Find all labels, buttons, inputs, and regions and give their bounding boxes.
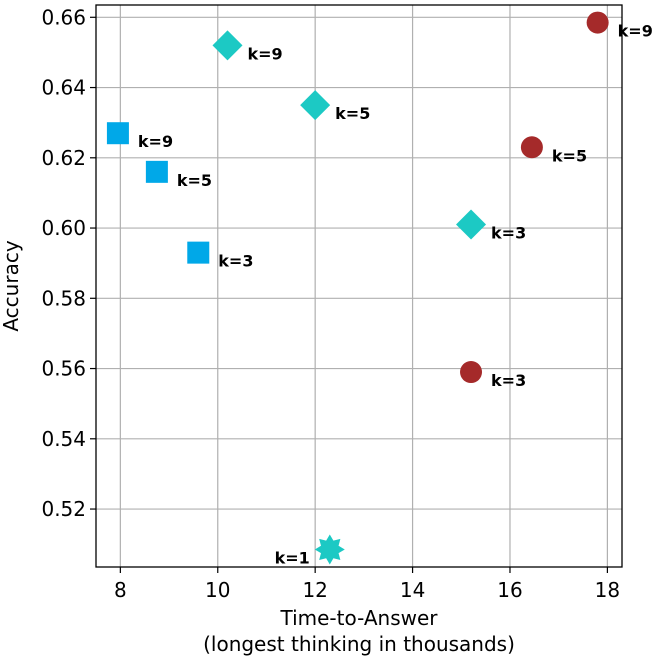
point-label: k=3 [218, 252, 253, 271]
gridlines [96, 5, 622, 567]
square-marker [187, 241, 210, 264]
point-label: k=1 [275, 548, 310, 567]
point-label: k=3 [491, 371, 526, 390]
point-label: k=5 [335, 104, 370, 123]
circle-marker [586, 11, 609, 34]
circle-marker [460, 361, 483, 384]
point-label: k=3 [491, 224, 526, 243]
point-label: k=5 [177, 171, 212, 190]
y-tick-label: 0.56 [41, 357, 86, 381]
data-points: k=3 k=5 k=9 k=3 k=5 k=9 k=3 k=5 k=9 k=1 [106, 11, 653, 567]
point-label: k=9 [138, 132, 173, 151]
diamond-marker [456, 209, 487, 240]
y-tick-label: 0.58 [41, 286, 86, 310]
circle-marker [520, 136, 543, 159]
square-marker [145, 160, 168, 183]
x-tick-label: 16 [497, 578, 522, 602]
plot-frame [95, 4, 623, 568]
diamond-marker [212, 30, 243, 61]
x-tick-label: 12 [302, 578, 327, 602]
y-tick-label: 0.66 [41, 5, 86, 29]
point-label: k=9 [618, 22, 653, 41]
star-marker [314, 534, 345, 565]
x-tick-label: 18 [595, 578, 620, 602]
axes: 8 10 12 14 16 18 0.52 0.54 0.56 0.58 0.60 0.62 0.64 0… [41, 4, 623, 602]
x-tick-label: 10 [205, 578, 230, 602]
diamond-marker [300, 90, 331, 121]
x-tick-label: 8 [114, 578, 127, 602]
x-tick-label: 14 [400, 578, 425, 602]
y-tick-label: 0.64 [41, 76, 86, 100]
y-tick-label: 0.52 [41, 497, 86, 521]
point-label: k=5 [552, 146, 587, 165]
point-label: k=9 [248, 44, 283, 63]
square-marker [106, 122, 129, 145]
y-axis-title: Accuracy [0, 240, 23, 331]
y-tick-label: 0.54 [41, 427, 86, 451]
x-axis-title: Time-to-Answer [279, 606, 438, 630]
y-tick-label: 0.60 [41, 216, 86, 240]
x-axis-subtitle: (longest thinking in thousands) [203, 632, 515, 656]
y-tick-label: 0.62 [41, 146, 86, 170]
